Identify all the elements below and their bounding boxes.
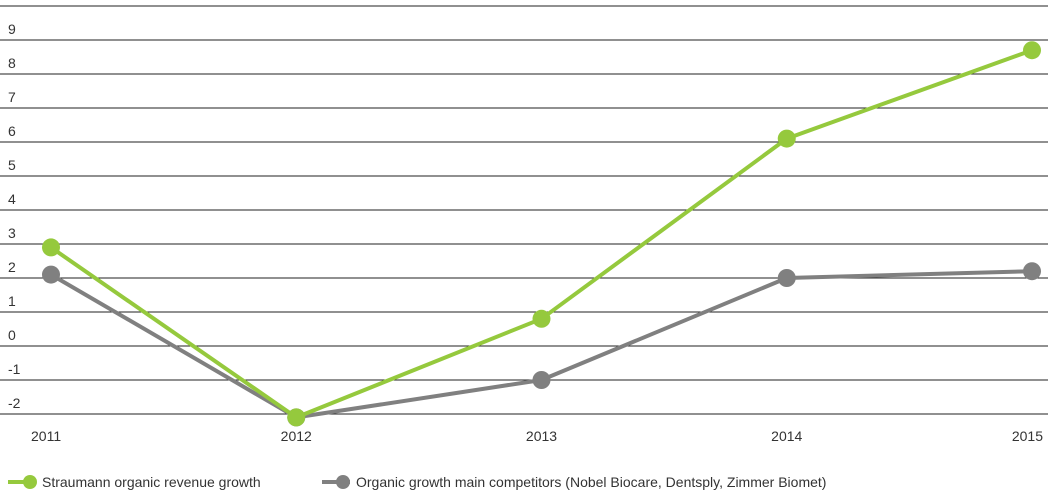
y-tick-label: 4 <box>8 191 16 207</box>
data-point <box>777 129 796 148</box>
y-tick-label: 3 <box>8 225 16 241</box>
y-tick-label: 6 <box>8 123 16 139</box>
gridlines <box>0 5 1048 415</box>
legend-item-straumann: Straumann organic revenue growth <box>8 474 261 490</box>
y-tick-label: -1 <box>8 361 21 377</box>
x-tick-label: 2012 <box>281 428 312 444</box>
x-tick-label: 2014 <box>771 428 802 444</box>
data-point <box>287 408 306 427</box>
y-tick-label: 8 <box>8 55 16 71</box>
series-line-1 <box>49 269 1033 420</box>
legend-label-straumann: Straumann organic revenue growth <box>42 474 261 490</box>
series-points <box>42 41 1041 427</box>
data-point <box>777 269 796 287</box>
x-axis-ticks: 2011 2012 2013 2014 2015 <box>31 428 1043 444</box>
y-tick-label: 5 <box>8 157 16 173</box>
y-tick-label: 9 <box>8 21 16 37</box>
legend-marker-straumann <box>23 475 37 489</box>
data-point <box>1023 41 1041 60</box>
y-tick-label: -2 <box>8 395 21 411</box>
y-tick-label: 2 <box>8 259 16 275</box>
data-point <box>1023 262 1041 281</box>
legend: Straumann organic revenue growth Organic… <box>8 474 826 490</box>
y-tick-label: 1 <box>8 293 16 309</box>
y-axis-ticks: -2 -1 0 1 2 3 4 5 6 7 8 9 <box>8 21 21 411</box>
data-point <box>42 238 60 257</box>
data-point <box>532 309 551 328</box>
x-tick-label: 2011 <box>31 428 61 444</box>
legend-label-competitors: Organic growth main competitors (Nobel B… <box>356 474 826 490</box>
data-point <box>42 265 60 284</box>
x-tick-label: 2013 <box>526 428 557 444</box>
data-point <box>532 371 551 389</box>
y-tick-label: 7 <box>8 89 16 105</box>
y-tick-label: 0 <box>8 327 16 343</box>
legend-item-competitors: Organic growth main competitors (Nobel B… <box>322 474 826 490</box>
legend-marker-competitors <box>336 475 350 489</box>
x-tick-label: 2015 <box>1012 428 1043 444</box>
series-lines <box>49 48 1033 420</box>
